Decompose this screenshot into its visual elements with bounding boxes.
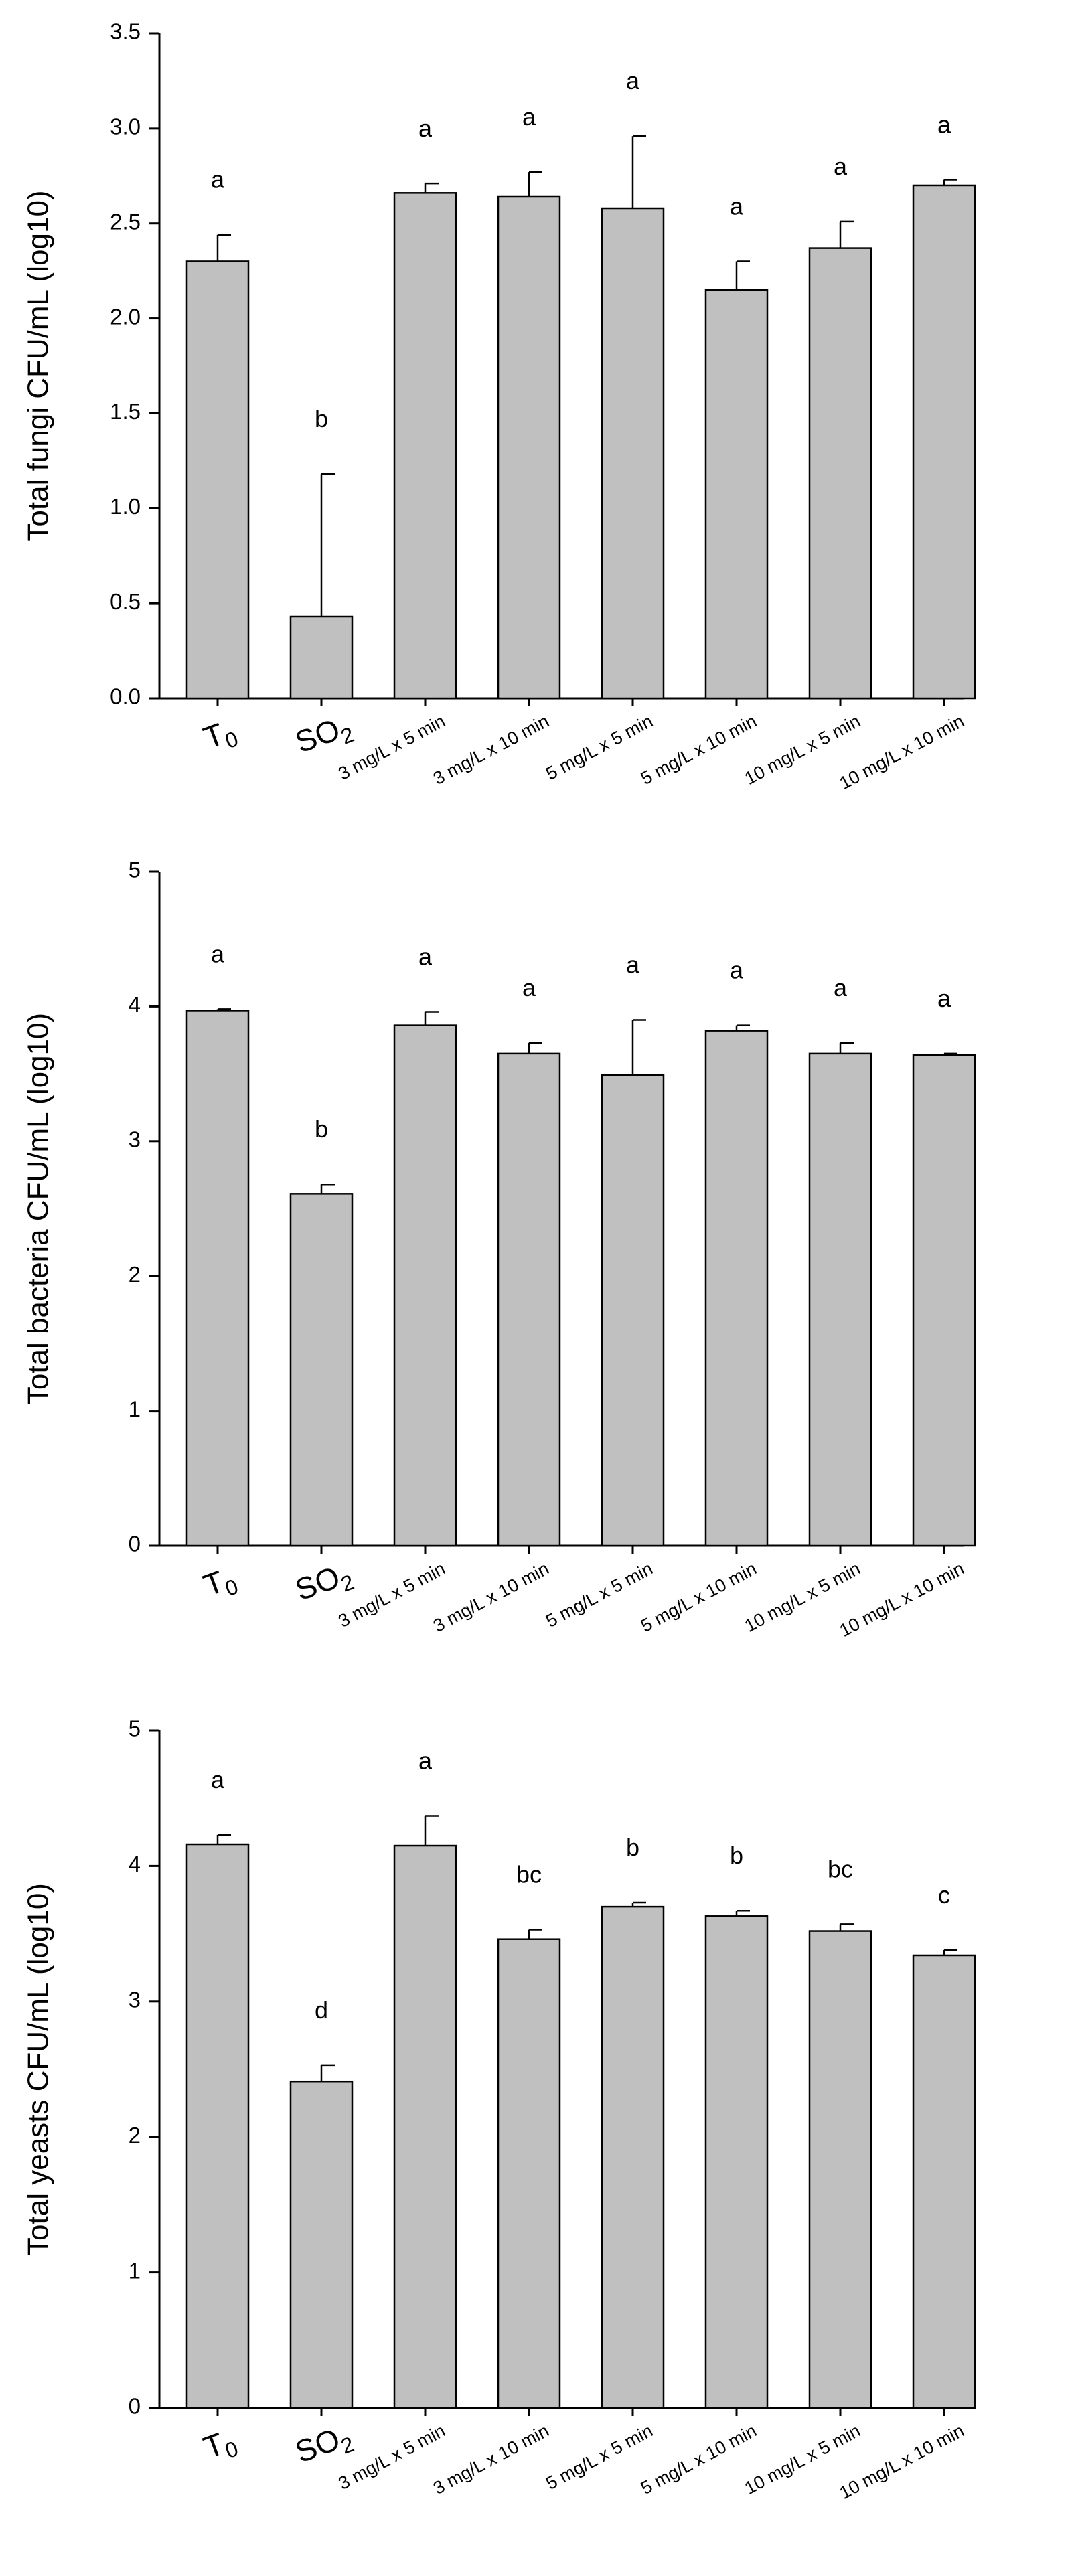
significance-letter: a	[834, 153, 848, 180]
significance-letter: b	[730, 1842, 743, 1869]
significance-letter: a	[730, 957, 744, 984]
significance-letter: b	[315, 405, 328, 432]
x-category-label: 5 mg/L x 10 min	[637, 1558, 760, 1636]
bar	[808, 247, 872, 700]
x-category-label: SO2	[291, 2417, 357, 2474]
significance-letter: bc	[516, 1861, 542, 1888]
bar	[497, 195, 561, 700]
bar	[808, 1930, 872, 2409]
bar	[601, 1905, 665, 2409]
bar	[808, 1052, 872, 1547]
bar	[497, 1052, 561, 1547]
bar	[912, 1054, 976, 1547]
y-tick-label: 2.0	[110, 304, 141, 329]
bar	[704, 289, 769, 700]
significance-letter: a	[418, 943, 433, 970]
significance-letter: a	[730, 192, 744, 220]
y-tick-label: 1	[129, 2258, 141, 2283]
significance-letter: a	[211, 1766, 225, 1793]
significance-letter: c	[938, 1881, 950, 1909]
bar	[704, 1915, 769, 2409]
bar	[289, 2080, 354, 2409]
fungi-chart: Total fungi CFU/mL (log10) 0.0 0.5 1.0 1.5 2.…	[22, 19, 976, 793]
y-tick-label: 0	[129, 2394, 141, 2419]
bacteria-chart: Total bacteria CFU/mL (log10) 0 1 2 3 4 5 a T0 b S…	[22, 858, 976, 1641]
x-category-label: 5 mg/L x 10 min	[637, 711, 760, 789]
x-category-label: 5 mg/L x 10 min	[637, 2421, 760, 2498]
x-category-label: 3 mg/L x 10 min	[430, 1558, 552, 1636]
y-tick-label: 0.0	[110, 684, 141, 709]
significance-letter: a	[418, 1747, 433, 1775]
bar	[393, 1024, 457, 1547]
y-tick-label: 2	[129, 2123, 141, 2148]
significance-letter: a	[937, 110, 951, 138]
significance-letter: a	[211, 940, 225, 967]
significance-letter: bc	[828, 1855, 853, 1882]
x-category-label: T0	[199, 712, 241, 760]
y-tick-label: 5	[129, 1716, 141, 1741]
bar	[185, 1010, 250, 1547]
significance-letter: a	[626, 67, 640, 94]
bar	[601, 207, 665, 700]
significance-letter: b	[315, 1115, 328, 1143]
significance-letter: a	[522, 103, 536, 131]
y-tick-label: 1	[129, 1396, 141, 1421]
significance-letter: d	[315, 1996, 328, 2024]
x-category-label: T0	[199, 1560, 241, 1607]
y-tick-label: 2.5	[110, 209, 141, 234]
x-category-label: SO2	[291, 1555, 357, 1611]
bar	[912, 1954, 976, 2409]
y-tick-label: 2	[129, 1262, 141, 1287]
y-axis-title: Total bacteria CFU/mL (log10)	[22, 1013, 55, 1404]
bar	[185, 1843, 250, 2409]
x-category-label: 3 mg/L x 10 min	[430, 711, 552, 789]
x-category-label: 3 mg/L x 10 min	[430, 2421, 552, 2498]
y-tick-label: 3.0	[110, 114, 141, 139]
fungi-chart-panel: Total fungi CFU/mL (log10) 0.0 0.5 1.0 1.5 2.…	[0, 0, 1074, 864]
y-tick-label: 3	[129, 1988, 141, 2012]
bar	[393, 192, 457, 700]
bar	[185, 260, 250, 700]
yeasts-chart: Total yeasts CFU/mL (log10) 0 1 2 3 4 5 a T0 d SO2…	[22, 1716, 976, 2503]
y-tick-label: 4	[129, 1852, 141, 1876]
bar	[497, 1938, 561, 2409]
bar	[289, 615, 354, 700]
y-axis-title: Total yeasts CFU/mL (log10)	[22, 1883, 55, 2255]
significance-letter: a	[834, 974, 848, 1001]
y-tick-label: 1.0	[110, 494, 141, 519]
bar	[704, 1030, 769, 1547]
bacteria-chart-panel: Total bacteria CFU/mL (log10) 0 1 2 3 4 5 a T0 b S…	[0, 854, 1074, 1714]
bar	[912, 184, 976, 700]
y-tick-label: 5	[129, 858, 141, 882]
y-tick-label: 3.5	[110, 19, 141, 44]
yeasts-chart-panel: Total yeasts CFU/mL (log10) 0 1 2 3 4 5 a T0 d SO2…	[0, 1714, 1074, 2576]
significance-letter: b	[626, 1834, 639, 1861]
significance-letter: a	[418, 114, 433, 142]
bar	[289, 1193, 354, 1547]
y-tick-label: 3	[129, 1127, 141, 1152]
y-tick-label: 0.5	[110, 589, 141, 614]
significance-letter: a	[626, 951, 640, 979]
significance-letter: a	[211, 166, 225, 193]
significance-letter: a	[937, 985, 951, 1012]
bar	[601, 1074, 665, 1547]
y-tick-label: 4	[129, 992, 141, 1017]
x-category-label: T0	[199, 2422, 241, 2470]
y-axis-title: Total fungi CFU/mL (log10)	[22, 190, 55, 541]
y-tick-label: 1.5	[110, 399, 141, 424]
significance-letter: a	[522, 974, 536, 1001]
x-category-label: SO2	[291, 708, 357, 764]
bar	[393, 1844, 457, 2409]
y-tick-label: 0	[129, 1532, 141, 1556]
